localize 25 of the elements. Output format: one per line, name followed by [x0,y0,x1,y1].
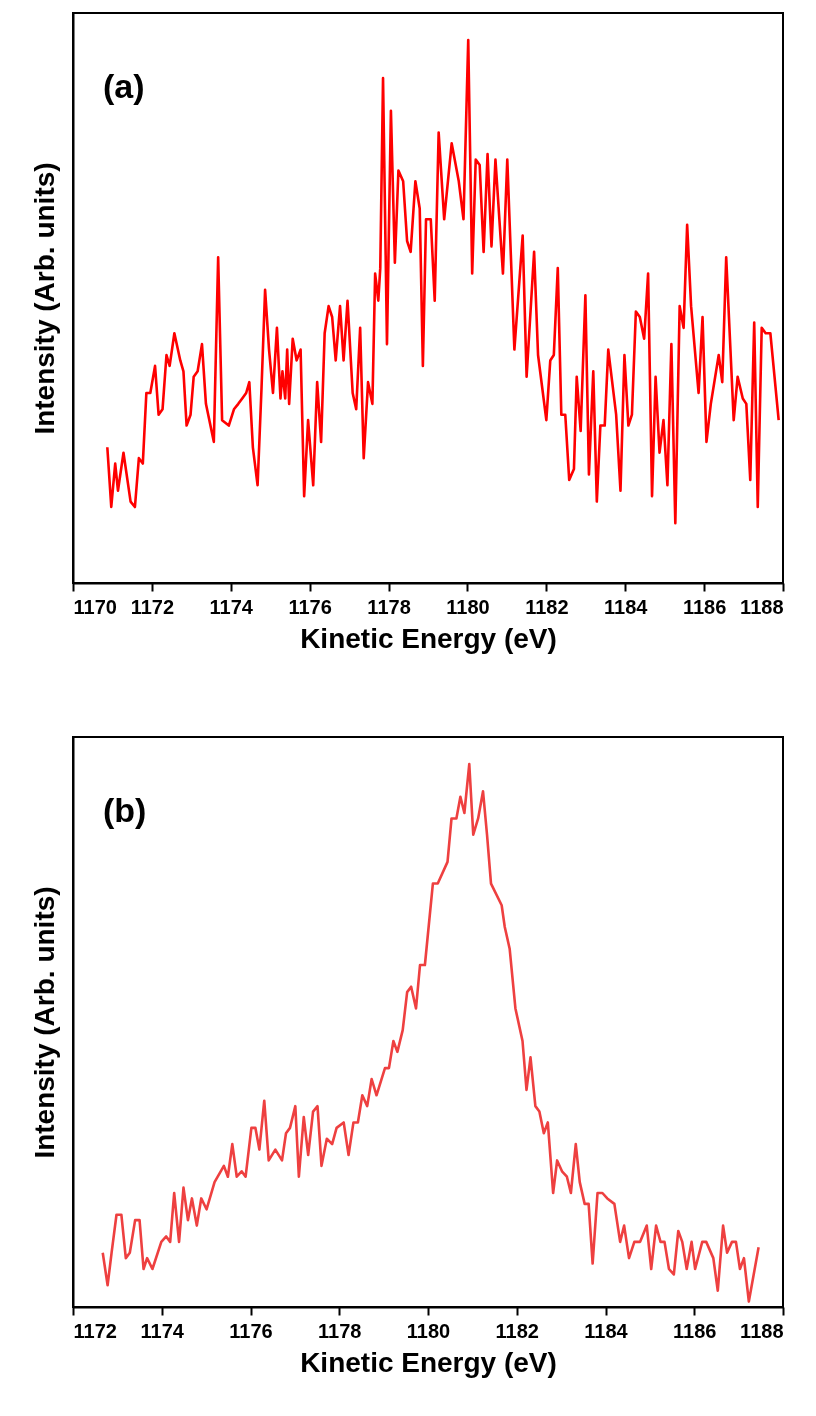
x-tick-label: 1186 [682,595,727,618]
x-tick-label: 1188 [740,595,784,618]
x-tick-label: 1176 [288,595,332,618]
x-tick-label: 1180 [446,595,490,618]
x-tick-label: 1184 [604,595,649,618]
annotation: (b) [103,791,147,829]
x-tick-label: 1186 [673,1319,717,1342]
x-tick-label: 1184 [584,1319,629,1342]
x-tick-label: 1172 [130,595,175,618]
x-tick-label: 1172 [73,1319,117,1342]
x-axis-title: Kinetic Energy (eV) [300,622,557,654]
x-tick-label: 1174 [140,1319,185,1342]
x-tick-label: 1174 [209,595,254,618]
x-tick-label: 1178 [318,1319,362,1342]
x-tick-label: 1182 [495,1319,539,1342]
x-tick-label: 1176 [229,1319,273,1342]
x-tick-label: 1188 [740,1319,784,1342]
x-axis-title: Kinetic Energy (eV) [300,1346,557,1378]
x-tick-label: 1178 [367,595,411,618]
x-tick-label: 1170 [73,595,117,618]
y-axis-title: Intensity (Arb. units) [28,162,60,435]
x-tick-label: 1182 [525,595,569,618]
x-tick-label: 1180 [406,1319,451,1342]
annotation: (a) [103,67,145,105]
y-axis-title: Intensity (Arb. units) [28,886,60,1159]
